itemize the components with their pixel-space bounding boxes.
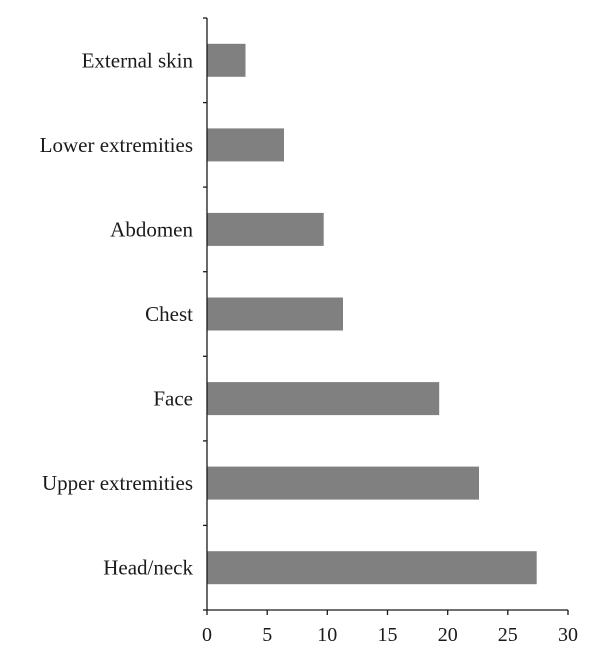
bar-lower-extremities xyxy=(207,128,284,162)
bar-upper-extremities xyxy=(207,466,479,500)
category-label-lower-extremities: Lower extremities xyxy=(40,133,193,157)
x-tick-label-20: 20 xyxy=(438,624,458,646)
bar-abdomen xyxy=(207,212,324,246)
x-tick-label-5: 5 xyxy=(262,624,272,646)
category-label-head-neck: Head/neck xyxy=(103,556,193,580)
category-label-upper-extremities: Upper extremities xyxy=(42,471,193,495)
x-tick-label-0: 0 xyxy=(202,624,212,646)
x-tick-label-25: 25 xyxy=(498,624,518,646)
x-tick-label-15: 15 xyxy=(378,624,398,646)
y-axis-ticks xyxy=(203,17,207,611)
category-labels: External skin Lower extremities Abdomen Che… xyxy=(40,48,194,579)
bar-face xyxy=(207,382,440,416)
bar-chest xyxy=(207,297,343,331)
x-tick-label-10: 10 xyxy=(317,624,337,646)
category-label-chest: Chest xyxy=(145,302,193,326)
category-label-face: Face xyxy=(153,387,193,411)
x-axis-ticks: 0 5 10 15 20 25 30 xyxy=(202,610,578,646)
bars-group xyxy=(207,43,537,585)
category-label-abdomen: Abdomen xyxy=(110,217,193,241)
bar-external-skin xyxy=(207,43,246,77)
bar-head-neck xyxy=(207,551,537,585)
x-tick-label-30: 30 xyxy=(558,624,578,646)
category-label-external-skin: External skin xyxy=(82,48,194,72)
